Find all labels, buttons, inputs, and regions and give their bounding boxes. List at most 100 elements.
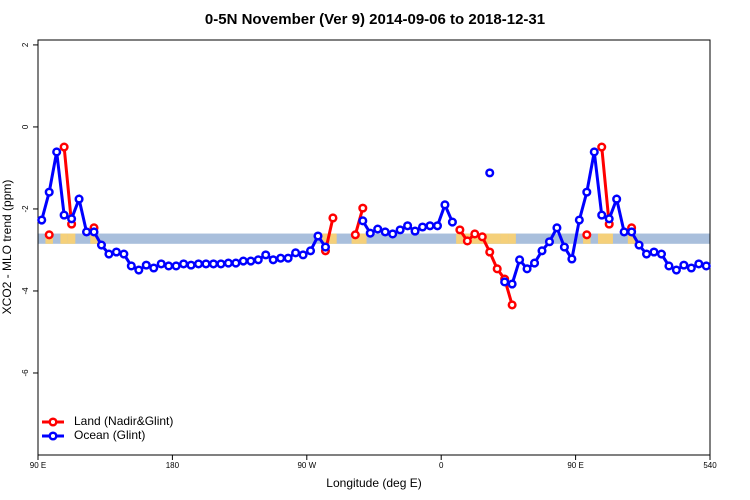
data-point bbox=[201, 259, 211, 269]
data-point bbox=[119, 249, 129, 259]
data-point bbox=[216, 259, 226, 269]
data-point bbox=[582, 187, 592, 197]
x-tick-label: 90 E bbox=[567, 461, 583, 470]
data-point bbox=[597, 142, 607, 152]
data-point bbox=[276, 253, 286, 263]
data-point bbox=[350, 230, 360, 240]
data-point bbox=[485, 247, 495, 257]
data-point bbox=[641, 249, 652, 259]
data-point bbox=[447, 217, 457, 227]
data-point bbox=[470, 229, 480, 239]
data-point bbox=[522, 264, 532, 274]
data-point bbox=[671, 265, 681, 275]
x-tick-label: 90 E bbox=[30, 461, 46, 470]
data-point bbox=[559, 242, 569, 252]
data-point bbox=[552, 223, 562, 233]
data-point bbox=[291, 248, 301, 258]
data-point bbox=[686, 263, 696, 273]
x-tick-label: 180 bbox=[166, 461, 180, 470]
data-point bbox=[171, 261, 181, 271]
data-point bbox=[410, 226, 420, 236]
data-point bbox=[403, 221, 413, 231]
data-point bbox=[634, 240, 644, 250]
data-point bbox=[231, 258, 241, 268]
data-point bbox=[328, 213, 338, 223]
data-point bbox=[537, 246, 547, 256]
legend-label: Ocean (Glint) bbox=[74, 428, 145, 442]
band-land-segment bbox=[90, 233, 98, 244]
data-point bbox=[432, 221, 443, 231]
data-point bbox=[193, 259, 204, 269]
data-point bbox=[649, 247, 659, 257]
data-point bbox=[567, 254, 577, 264]
data-point bbox=[604, 214, 614, 224]
band bbox=[38, 233, 710, 244]
data-point bbox=[283, 253, 293, 263]
band-land-segment bbox=[359, 233, 367, 244]
data-point bbox=[96, 240, 107, 250]
data-point bbox=[462, 236, 472, 246]
data-point bbox=[544, 237, 555, 247]
y-tick-label: 2 bbox=[21, 42, 30, 47]
band-land-segment bbox=[493, 233, 501, 244]
data-point bbox=[485, 168, 495, 178]
data-point bbox=[141, 260, 151, 270]
data-point bbox=[44, 230, 54, 240]
x-tick-label: 0 bbox=[439, 461, 444, 470]
y-tick-label: -4 bbox=[21, 287, 30, 295]
data-point bbox=[582, 230, 592, 240]
data-point bbox=[373, 224, 383, 234]
data-point bbox=[455, 225, 465, 235]
data-point bbox=[253, 255, 263, 265]
data-point bbox=[425, 221, 435, 231]
data-point bbox=[492, 264, 502, 274]
data-point bbox=[261, 250, 271, 260]
data-point bbox=[268, 255, 278, 265]
data-point bbox=[320, 242, 331, 252]
data-point bbox=[589, 147, 599, 157]
data-point bbox=[156, 259, 166, 269]
band-land-segment bbox=[67, 233, 76, 244]
band-land-segment bbox=[456, 233, 464, 244]
data-point bbox=[365, 228, 375, 238]
data-point bbox=[208, 259, 219, 269]
x-axis-label: Longitude (deg E) bbox=[326, 476, 421, 490]
data-point bbox=[44, 187, 54, 197]
chart-title: 0-5N November (Ver 9) 2014-09-06 to 2018… bbox=[205, 11, 545, 28]
band-land-segment bbox=[471, 233, 479, 244]
data-point bbox=[305, 246, 316, 256]
data-point bbox=[529, 258, 540, 268]
band-land-segment bbox=[321, 233, 330, 244]
data-point bbox=[59, 142, 69, 152]
x-tick-label: 540 bbox=[703, 461, 717, 470]
band-land-segment bbox=[598, 233, 606, 244]
legend-label: Land (Nadir&Glint) bbox=[74, 414, 173, 428]
data-point bbox=[612, 194, 622, 204]
data-point bbox=[59, 210, 69, 220]
data-point bbox=[477, 232, 487, 242]
x-tick-label: 90 W bbox=[297, 461, 316, 470]
data-point bbox=[298, 250, 308, 260]
data-point bbox=[126, 261, 136, 271]
data-point bbox=[664, 261, 674, 271]
data-point bbox=[694, 259, 704, 269]
data-point bbox=[701, 261, 711, 271]
data-point bbox=[656, 249, 667, 259]
data-point bbox=[238, 256, 248, 266]
legend-marker bbox=[48, 431, 58, 441]
data-point bbox=[388, 229, 398, 239]
band-land-segment bbox=[508, 233, 516, 244]
data-point bbox=[597, 210, 607, 220]
data-point bbox=[74, 194, 84, 204]
data-point bbox=[81, 227, 92, 237]
data-point bbox=[417, 222, 428, 232]
plot-frame bbox=[37, 39, 711, 456]
legend-marker bbox=[48, 417, 58, 427]
data-point bbox=[223, 258, 233, 268]
data-point bbox=[380, 227, 390, 237]
data-point bbox=[627, 227, 637, 237]
data-point bbox=[89, 227, 99, 237]
data-point bbox=[515, 255, 525, 265]
data-point bbox=[186, 260, 196, 270]
